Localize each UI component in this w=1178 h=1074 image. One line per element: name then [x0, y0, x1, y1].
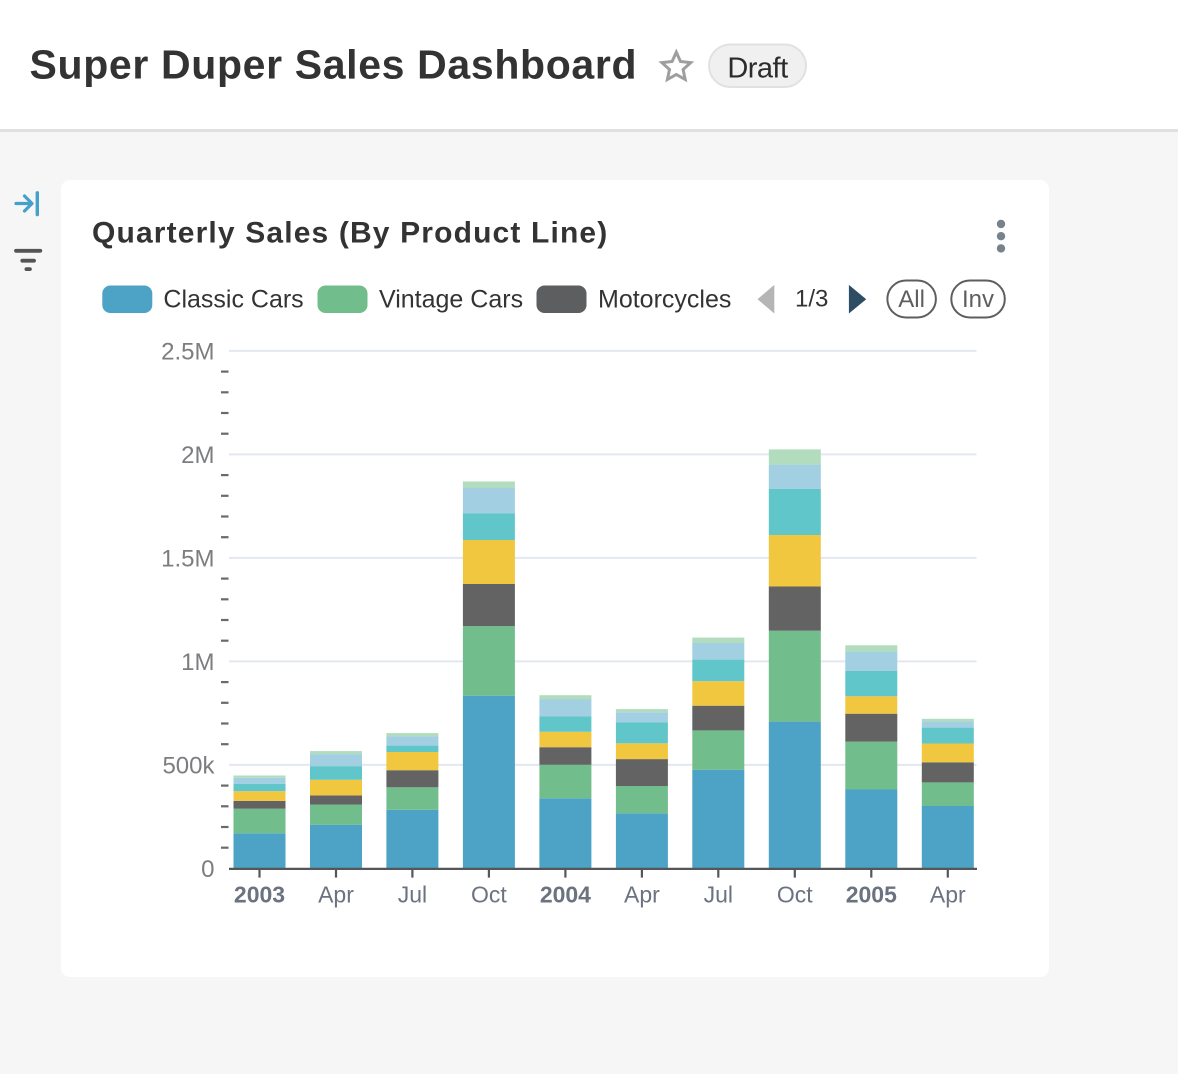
svg-text:Quarterly Sales (By Product Li: Quarterly Sales (By Product Line): [92, 216, 608, 249]
svg-text:1.5M: 1.5M: [161, 545, 214, 572]
svg-text:Oct: Oct: [471, 882, 507, 908]
svg-text:Apr: Apr: [930, 882, 966, 908]
svg-text:Oct: Oct: [777, 882, 813, 908]
svg-text:0: 0: [201, 856, 214, 883]
svg-text:2M: 2M: [181, 442, 214, 469]
svg-text:Apr: Apr: [624, 882, 660, 908]
svg-text:2.5M: 2.5M: [161, 338, 214, 365]
svg-text:2003: 2003: [234, 882, 285, 908]
svg-text:All: All: [898, 286, 925, 313]
svg-text:1M: 1M: [181, 649, 214, 676]
svg-text:Jul: Jul: [704, 882, 733, 908]
svg-text:Draft: Draft: [727, 52, 788, 84]
svg-text:Classic Cars: Classic Cars: [163, 285, 303, 313]
svg-text:500k: 500k: [162, 752, 215, 779]
svg-text:Vintage Cars: Vintage Cars: [379, 285, 523, 313]
svg-text:1/3: 1/3: [795, 286, 828, 313]
svg-text:2004: 2004: [540, 882, 591, 908]
svg-text:Apr: Apr: [318, 882, 354, 908]
svg-text:Inv: Inv: [962, 286, 994, 313]
svg-text:Super Duper Sales Dashboard: Super Duper Sales Dashboard: [30, 42, 638, 88]
svg-text:Motorcycles: Motorcycles: [598, 285, 731, 313]
svg-text:2005: 2005: [846, 882, 897, 908]
svg-text:Jul: Jul: [398, 882, 427, 908]
